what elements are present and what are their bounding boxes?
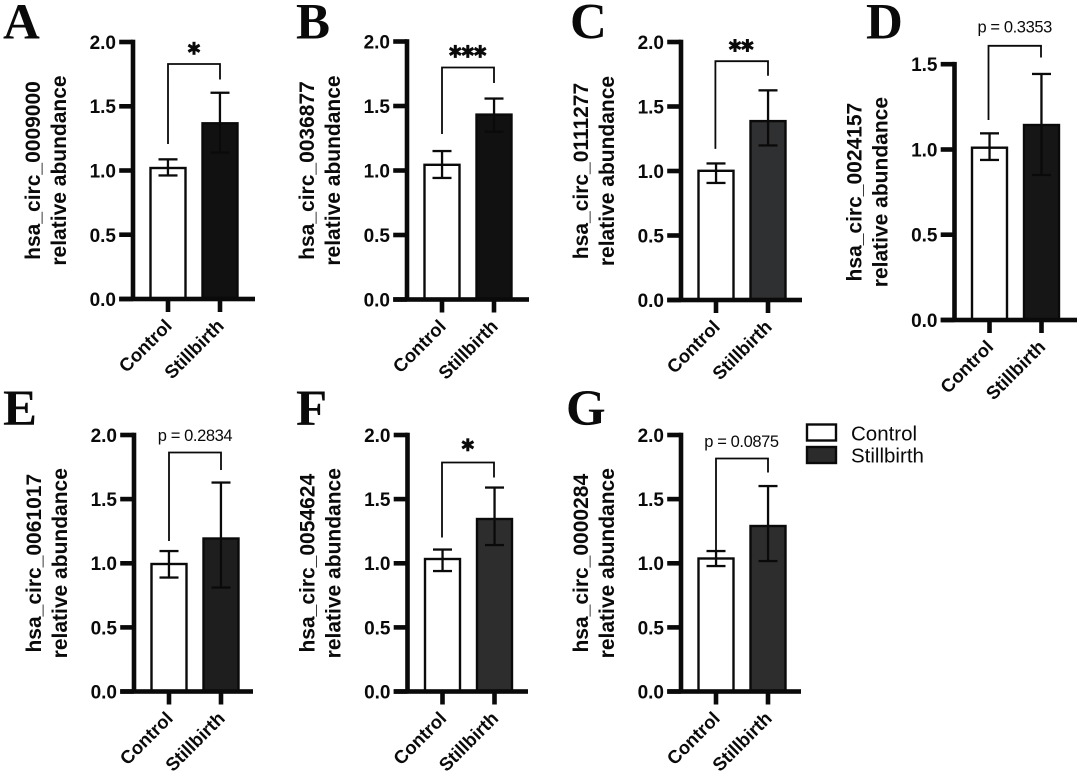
svg-text:relative abundance: relative abundance xyxy=(596,76,619,266)
svg-text:2.0: 2.0 xyxy=(91,426,117,447)
svg-text:1.0: 1.0 xyxy=(364,162,390,183)
svg-text:hsa_circ_0000284: hsa_circ_0000284 xyxy=(570,474,593,653)
svg-text:1.5: 1.5 xyxy=(91,490,118,511)
svg-text:hsa_circ_0009000: hsa_circ_0009000 xyxy=(22,81,45,260)
svg-text:0.0: 0.0 xyxy=(638,291,664,312)
svg-text:Control: Control xyxy=(851,423,917,446)
svg-text:p = 0.0875: p = 0.0875 xyxy=(704,433,779,451)
svg-text:relative abundance: relative abundance xyxy=(870,97,893,287)
svg-text:hsa_circ_0024157: hsa_circ_0024157 xyxy=(844,103,867,282)
svg-text:1.0: 1.0 xyxy=(638,162,664,183)
svg-text:B: B xyxy=(296,0,330,51)
svg-text:1.5: 1.5 xyxy=(638,98,665,119)
svg-text:D: D xyxy=(866,0,903,51)
svg-text:0.0: 0.0 xyxy=(364,683,390,704)
svg-text:0.5: 0.5 xyxy=(364,618,391,639)
svg-text:1.5: 1.5 xyxy=(911,55,938,76)
svg-text:1.0: 1.0 xyxy=(91,554,117,575)
svg-text:relative abundance: relative abundance xyxy=(48,75,71,265)
svg-text:hsa_circ_0111277: hsa_circ_0111277 xyxy=(570,83,593,259)
svg-text:0.0: 0.0 xyxy=(364,291,390,312)
svg-text:p = 0.2834: p = 0.2834 xyxy=(158,427,233,445)
svg-text:1.5: 1.5 xyxy=(364,490,391,511)
svg-text:2.0: 2.0 xyxy=(364,426,390,447)
svg-text:1.0: 1.0 xyxy=(90,162,116,183)
svg-text:0.0: 0.0 xyxy=(91,683,117,704)
svg-text:Stillbirth: Stillbirth xyxy=(851,445,924,468)
svg-text:F: F xyxy=(296,381,327,437)
svg-text:relative abundance: relative abundance xyxy=(323,468,346,658)
svg-text:1.5: 1.5 xyxy=(638,490,665,511)
svg-text:1.0: 1.0 xyxy=(911,141,937,162)
svg-text:1.0: 1.0 xyxy=(638,554,664,575)
svg-text:E: E xyxy=(3,381,37,437)
svg-text:relative abundance: relative abundance xyxy=(322,75,345,265)
svg-text:0.5: 0.5 xyxy=(90,226,117,247)
svg-text:C: C xyxy=(570,0,607,51)
svg-text:1.5: 1.5 xyxy=(90,97,117,118)
svg-text:2.0: 2.0 xyxy=(638,426,664,447)
svg-text:0.5: 0.5 xyxy=(364,226,391,247)
svg-text:0.5: 0.5 xyxy=(91,618,118,639)
svg-text:0.0: 0.0 xyxy=(90,290,116,311)
svg-text:hsa_circ_0054624: hsa_circ_0054624 xyxy=(297,474,320,653)
svg-text:1.0: 1.0 xyxy=(364,554,390,575)
svg-text:hsa_circ_0061017: hsa_circ_0061017 xyxy=(23,474,46,653)
svg-text:0.5: 0.5 xyxy=(638,227,665,248)
svg-text:hsa_circ_0036877: hsa_circ_0036877 xyxy=(296,81,319,260)
svg-text:2.0: 2.0 xyxy=(90,33,116,54)
svg-text:0.0: 0.0 xyxy=(638,683,664,704)
svg-text:2.0: 2.0 xyxy=(364,33,390,54)
svg-text:relative abundance: relative abundance xyxy=(49,468,72,658)
svg-text:A: A xyxy=(3,0,40,51)
svg-text:relative abundance: relative abundance xyxy=(596,468,619,658)
svg-text:0.5: 0.5 xyxy=(638,618,665,639)
svg-text:0.5: 0.5 xyxy=(911,226,938,247)
svg-text:p = 0.3353: p = 0.3353 xyxy=(977,19,1052,37)
svg-text:2.0: 2.0 xyxy=(638,33,664,54)
svg-text:1.5: 1.5 xyxy=(364,97,391,118)
svg-text:G: G xyxy=(566,381,606,437)
svg-text:0.0: 0.0 xyxy=(911,311,937,332)
